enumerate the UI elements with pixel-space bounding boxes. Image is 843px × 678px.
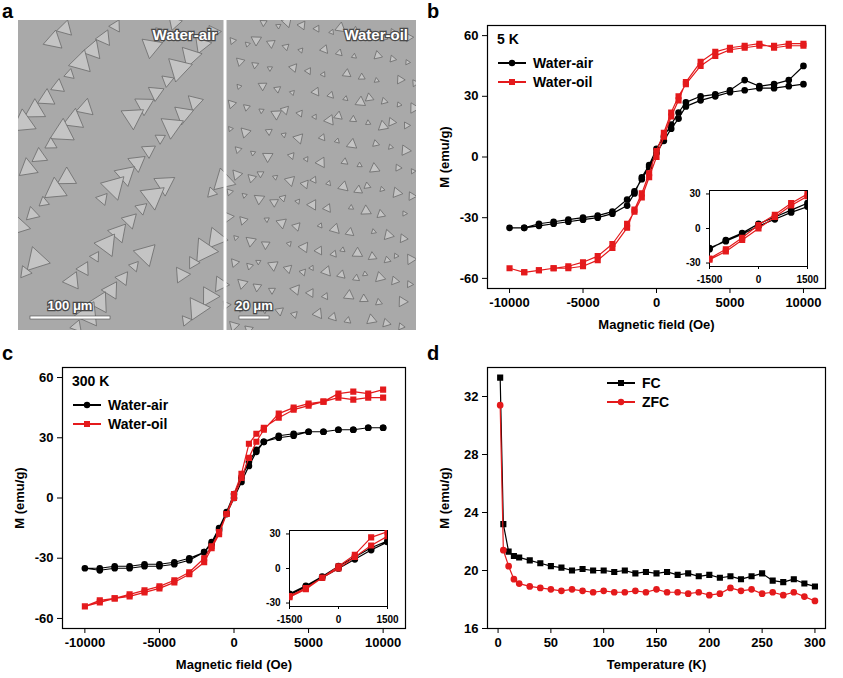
svg-text:250: 250 xyxy=(751,635,773,650)
svg-text:0: 0 xyxy=(46,490,53,505)
svg-text:200: 200 xyxy=(698,635,720,650)
svg-text:60: 60 xyxy=(39,370,53,385)
svg-text:M (emu/g): M (emu/g) xyxy=(437,467,452,528)
svg-text:-60: -60 xyxy=(460,271,479,286)
html-text:a: a xyxy=(2,0,14,22)
svg-text:60: 60 xyxy=(464,28,478,43)
svg-text:10000: 10000 xyxy=(365,635,401,650)
html-text:Water-air: Water-air xyxy=(108,396,169,413)
svg-text:16: 16 xyxy=(464,621,478,636)
svg-text:Magnetic field (Oe): Magnetic field (Oe) xyxy=(176,657,292,672)
html-text:300 K: 300 K xyxy=(72,373,110,389)
svg-text:32: 32 xyxy=(464,389,478,404)
svg-text:0: 0 xyxy=(695,223,701,234)
svg-text:50: 50 xyxy=(544,635,558,650)
svg-text:-10000: -10000 xyxy=(65,635,105,650)
html-text:Water-air: Water-air xyxy=(533,54,594,71)
svg-text:-1500: -1500 xyxy=(697,274,723,284)
svg-text:1500: 1500 xyxy=(796,274,819,284)
svg-text:10000: 10000 xyxy=(785,295,821,310)
svg-text:M (emu/g): M (emu/g) xyxy=(12,467,27,528)
svg-text:20: 20 xyxy=(464,563,478,578)
svg-text:-60: -60 xyxy=(35,611,54,626)
svg-text:30: 30 xyxy=(464,88,478,103)
svg-text:1500: 1500 xyxy=(376,614,399,624)
svg-text:24: 24 xyxy=(464,505,479,520)
svg-text:-30: -30 xyxy=(686,257,701,268)
svg-text:30: 30 xyxy=(269,528,281,539)
svg-text:-30: -30 xyxy=(460,210,479,225)
svg-text:300: 300 xyxy=(804,635,826,650)
svg-text:-5000: -5000 xyxy=(566,295,599,310)
html-text:5 K: 5 K xyxy=(497,31,519,47)
html-text:Water-oil: Water-oil xyxy=(108,415,168,432)
svg-text:-10000: -10000 xyxy=(489,295,529,310)
html-text:b: b xyxy=(427,0,440,22)
svg-text:28: 28 xyxy=(464,447,478,462)
svg-text:M (emu/g): M (emu/g) xyxy=(437,126,452,187)
svg-text:-1500: -1500 xyxy=(277,614,303,624)
svg-text:5000: 5000 xyxy=(716,295,745,310)
html-text:c: c xyxy=(2,342,14,364)
svg-text:0: 0 xyxy=(756,274,762,284)
svg-text:0: 0 xyxy=(336,614,342,624)
svg-text:100: 100 xyxy=(593,635,615,650)
svg-text:100 μm: 100 μm xyxy=(48,298,93,313)
svg-text:-5000: -5000 xyxy=(143,635,176,650)
svg-text:-30: -30 xyxy=(266,597,281,608)
html-text:FC: FC xyxy=(642,374,661,391)
svg-text:30: 30 xyxy=(39,430,53,445)
svg-text:0: 0 xyxy=(230,635,237,650)
svg-text:20 μm: 20 μm xyxy=(235,298,273,313)
svg-text:0: 0 xyxy=(494,635,501,650)
svg-text:-30: -30 xyxy=(35,550,54,565)
svg-text:Magnetic field (Oe): Magnetic field (Oe) xyxy=(598,317,714,332)
svg-text:Water-air: Water-air xyxy=(153,26,218,43)
html-text:Water-oil: Water-oil xyxy=(533,73,593,90)
html-text:d: d xyxy=(427,342,440,364)
svg-text:Water-oil: Water-oil xyxy=(344,26,408,43)
html-text:ZFC: ZFC xyxy=(642,393,670,410)
svg-text:30: 30 xyxy=(689,188,701,199)
svg-text:5000: 5000 xyxy=(294,635,323,650)
svg-text:0: 0 xyxy=(275,563,281,574)
svg-text:0: 0 xyxy=(653,295,660,310)
svg-text:Temperature (K): Temperature (K) xyxy=(607,657,706,672)
svg-text:150: 150 xyxy=(646,635,668,650)
svg-text:0: 0 xyxy=(471,149,478,164)
